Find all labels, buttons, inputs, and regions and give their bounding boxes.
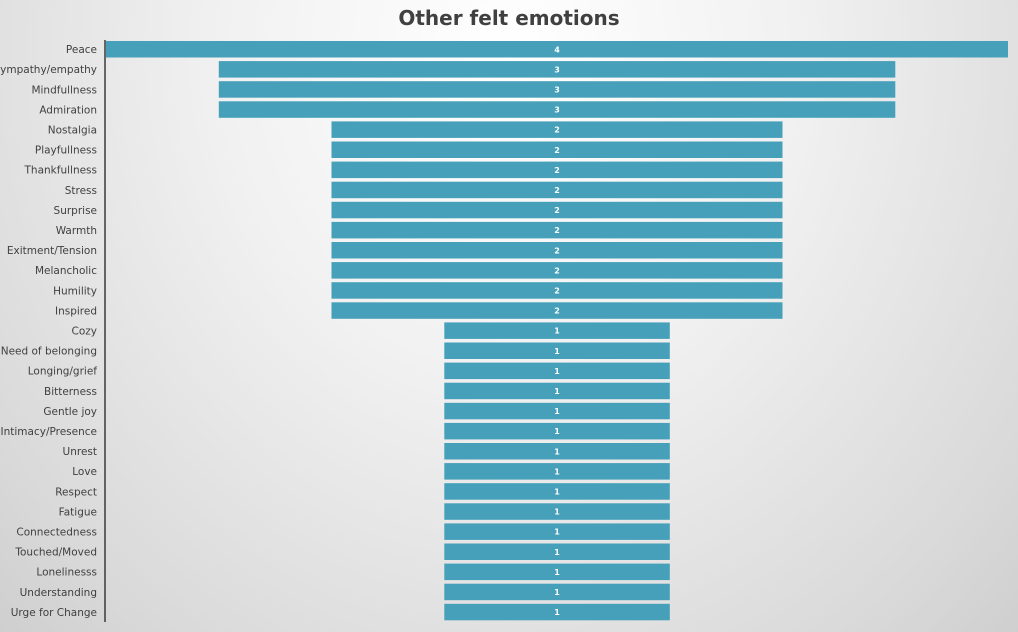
bar-warmth	[331, 221, 783, 239]
category-label-intimacy-presence: Intimacy/Presence	[1, 426, 97, 438]
data-label-playfullness: 2	[554, 146, 560, 155]
bar-intimacy-presence	[444, 422, 670, 440]
bar-admiration	[218, 101, 896, 118]
category-label-need-of-belonging: Need of belonging	[1, 346, 97, 358]
data-label-mindfullness: 3	[554, 86, 560, 95]
category-label-gentle-joy: Gentle joy	[43, 406, 97, 418]
bar-unrest	[444, 443, 670, 460]
data-label-humility: 2	[554, 287, 560, 296]
category-label-humility: Humility	[53, 285, 97, 297]
category-label-sympathy-empathy: Sympathy/empathy	[0, 64, 97, 76]
bar-playfullness	[331, 141, 783, 158]
data-label-touched-moved: 1	[554, 548, 560, 557]
bar-love	[444, 463, 670, 480]
category-label-inspired: Inspired	[55, 305, 97, 317]
bar-bitterness	[444, 382, 670, 400]
data-label-inspired: 2	[554, 307, 560, 316]
category-label-melancholic: Melancholic	[35, 265, 97, 277]
bars-layer: 4 3 3 3 2 2 2 2 2 2 2 2 2 2 1 1 1 1 1 1 1 1 1 1 1 1 1 1 1	[106, 41, 1008, 621]
data-label-surprise: 2	[554, 206, 560, 215]
bar-inspired	[331, 302, 783, 319]
category-label-longing-grief: Longing/grief	[28, 366, 98, 378]
bar-nostalgia	[331, 121, 783, 138]
category-label-touched-moved: Touched/Moved	[14, 547, 97, 559]
data-label-sympathy-empathy: 3	[554, 65, 560, 74]
bar-humility	[331, 282, 783, 299]
bar-mindfullness	[218, 81, 896, 98]
category-labels-layer: Peace Sympathy/empathy Mindfullness Admirat…	[0, 44, 97, 619]
category-label-thankfullness: Thankfullness	[24, 165, 97, 177]
bar-melancholic	[331, 262, 783, 279]
bar-gentle-joy	[444, 402, 670, 420]
data-label-respect: 1	[554, 488, 560, 497]
data-label-cozy: 1	[554, 327, 560, 336]
category-label-surprise: Surprise	[54, 205, 97, 217]
data-label-nostalgia: 2	[554, 126, 560, 135]
category-label-admiration: Admiration	[39, 104, 97, 116]
bar-sympathy-empathy	[218, 61, 896, 78]
data-label-longing-grief: 1	[554, 367, 560, 376]
bar-understanding	[444, 583, 670, 601]
category-label-stress: Stress	[65, 185, 97, 197]
category-label-playfullness: Playfullness	[35, 145, 97, 157]
bar-peace	[106, 41, 1008, 58]
data-label-fatigue: 1	[554, 508, 560, 517]
bar-longing-grief	[444, 362, 670, 380]
category-label-mindfullness: Mindfullness	[31, 84, 97, 96]
data-label-urge-for-change: 1	[554, 608, 560, 617]
chart-title: Other felt emotions	[398, 6, 620, 30]
bar-touched-moved	[444, 543, 670, 560]
category-label-understanding: Understanding	[20, 587, 97, 599]
bar-exitment-tension	[331, 242, 783, 259]
data-label-exitment-tension: 2	[554, 246, 560, 255]
bar-surprise	[331, 201, 783, 219]
data-label-thankfullness: 2	[554, 166, 560, 175]
bar-lonelinesss	[444, 563, 670, 581]
bar-thankfullness	[331, 161, 783, 179]
category-label-warmth: Warmth	[56, 225, 97, 237]
data-label-warmth: 2	[554, 226, 560, 235]
bar-respect	[444, 483, 670, 500]
category-label-connectedness: Connectedness	[16, 527, 97, 539]
data-label-need-of-belonging: 1	[554, 347, 560, 356]
data-label-love: 1	[554, 467, 560, 476]
category-label-fatigue: Fatigue	[59, 506, 97, 518]
bar-cozy	[444, 322, 670, 339]
category-label-love: Love	[72, 466, 97, 478]
bar-stress	[331, 181, 783, 199]
data-label-connectedness: 1	[554, 528, 560, 537]
data-label-gentle-joy: 1	[554, 407, 560, 416]
data-label-lonelinesss: 1	[554, 568, 560, 577]
data-label-melancholic: 2	[554, 266, 560, 275]
data-label-stress: 2	[554, 186, 560, 195]
category-label-unrest: Unrest	[63, 446, 97, 458]
data-label-unrest: 1	[554, 447, 560, 456]
bar-connectedness	[444, 523, 670, 540]
category-label-urge-for-change: Urge for Change	[11, 607, 97, 619]
data-label-peace: 4	[554, 45, 560, 54]
category-label-respect: Respect	[55, 486, 97, 498]
bar-need-of-belonging	[444, 342, 670, 359]
data-label-bitterness: 1	[554, 387, 560, 396]
data-label-understanding: 1	[554, 588, 560, 597]
category-label-bitterness: Bitterness	[44, 386, 97, 398]
bar-fatigue	[444, 503, 670, 520]
data-label-intimacy-presence: 1	[554, 427, 560, 436]
category-label-peace: Peace	[66, 44, 97, 56]
category-label-exitment-tension: Exitment/Tension	[7, 245, 97, 257]
category-label-nostalgia: Nostalgia	[48, 125, 97, 137]
category-label-lonelinesss: Lonelinesss	[36, 567, 97, 579]
category-label-cozy: Cozy	[72, 326, 97, 338]
data-label-admiration: 3	[554, 106, 560, 115]
bar-urge-for-change	[444, 603, 670, 621]
